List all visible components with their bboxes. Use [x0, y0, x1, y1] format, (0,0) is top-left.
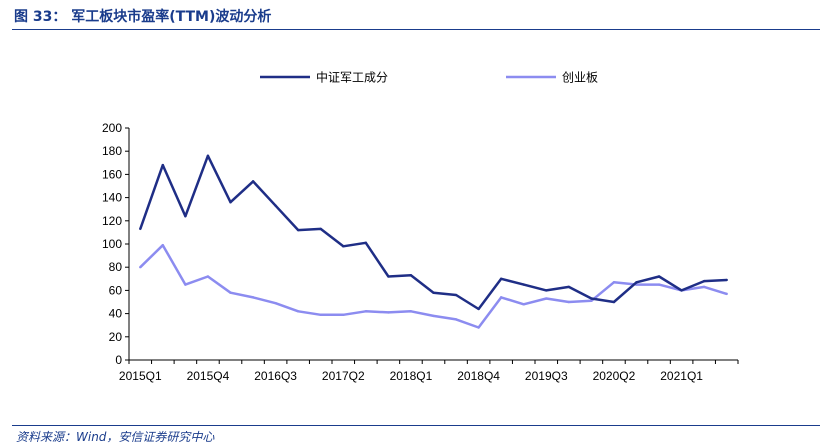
data-point — [229, 291, 232, 294]
data-point — [139, 266, 142, 269]
x-tick-label: 2021Q1 — [660, 369, 703, 383]
data-point — [342, 245, 345, 248]
x-tick-label: 2019Q3 — [525, 369, 568, 383]
x-tick-label: 2018Q1 — [390, 369, 433, 383]
y-axis-ticks: 0 20 40 60 80 100 120 140 160 180 200 — [102, 121, 129, 367]
y-tick-label: 60 — [109, 283, 123, 297]
data-point — [251, 180, 255, 183]
series-group — [139, 154, 728, 329]
data-point — [499, 277, 503, 280]
data-point — [725, 278, 728, 282]
data-point — [229, 201, 232, 204]
x-tick-label: 2015Q4 — [187, 369, 230, 383]
data-point — [206, 275, 210, 278]
legend: 中证军工成分 创业板 — [260, 70, 598, 85]
y-tick-label: 80 — [109, 260, 123, 274]
data-point — [612, 281, 616, 284]
data-point — [161, 163, 165, 167]
x-axis-ticks: 2015Q1 2015Q4 2016Q3 2017Q2 2018Q1 2018Q4 2019… — [119, 360, 739, 383]
data-point — [319, 227, 322, 231]
data-point — [206, 154, 210, 158]
source-note: 资料来源：Wind，安信证券研究中心 — [16, 430, 215, 444]
y-tick-label: 140 — [102, 191, 122, 205]
data-point — [702, 279, 706, 283]
data-point — [364, 241, 368, 245]
data-point — [409, 274, 413, 277]
data-point — [590, 297, 593, 300]
data-point — [364, 310, 368, 313]
y-tick-label: 200 — [102, 121, 122, 135]
data-point — [545, 297, 548, 300]
data-point — [184, 214, 187, 218]
title-divider — [12, 29, 820, 30]
data-point — [477, 326, 480, 329]
axes — [128, 128, 738, 361]
y-tick-label: 160 — [102, 167, 122, 181]
data-point — [432, 291, 435, 294]
data-point — [432, 314, 435, 318]
data-point — [184, 283, 187, 286]
data-point — [342, 313, 345, 316]
data-point — [161, 243, 165, 247]
data-point — [522, 303, 525, 306]
data-point — [387, 311, 390, 314]
data-point — [454, 318, 458, 321]
data-point — [657, 275, 661, 278]
x-tick-label: 2015Q1 — [119, 369, 162, 383]
data-point — [409, 310, 413, 313]
data-point — [296, 228, 300, 232]
data-point — [702, 285, 706, 289]
series-line-0 — [139, 154, 727, 311]
y-tick-label: 100 — [102, 237, 122, 251]
x-tick-label: 2016Q3 — [254, 369, 297, 383]
data-point — [274, 301, 277, 305]
data-point — [567, 285, 571, 289]
y-tick-label: 20 — [109, 330, 123, 344]
data-point — [635, 281, 638, 284]
data-point — [454, 293, 458, 297]
legend-label-1: 创业板 — [562, 71, 598, 85]
data-point — [545, 289, 548, 292]
data-point — [477, 307, 480, 311]
data-point — [296, 310, 300, 313]
data-point — [499, 296, 503, 299]
data-point — [139, 227, 142, 231]
data-point — [251, 296, 255, 299]
x-tick-label: 2020Q2 — [593, 369, 636, 383]
legend-label-0: 中证军工成分 — [316, 70, 388, 85]
data-point — [612, 300, 616, 304]
data-point — [319, 313, 322, 316]
y-tick-label: 180 — [102, 144, 122, 158]
data-point — [274, 204, 277, 207]
data-point — [657, 283, 661, 286]
data-point — [387, 275, 390, 278]
data-point — [725, 292, 728, 296]
figure-title: 图 33： 军工板块市盈率(TTM)波动分析 — [14, 9, 272, 25]
y-tick-label: 40 — [109, 307, 123, 321]
data-point — [680, 289, 683, 292]
x-tick-label: 2018Q4 — [457, 369, 500, 383]
data-point — [590, 299, 593, 303]
data-point — [522, 283, 525, 286]
source-divider — [12, 425, 820, 426]
data-point — [567, 300, 571, 304]
y-tick-label: 120 — [102, 214, 122, 228]
x-tick-label: 2017Q2 — [322, 369, 365, 383]
y-tick-label: 0 — [115, 353, 122, 367]
